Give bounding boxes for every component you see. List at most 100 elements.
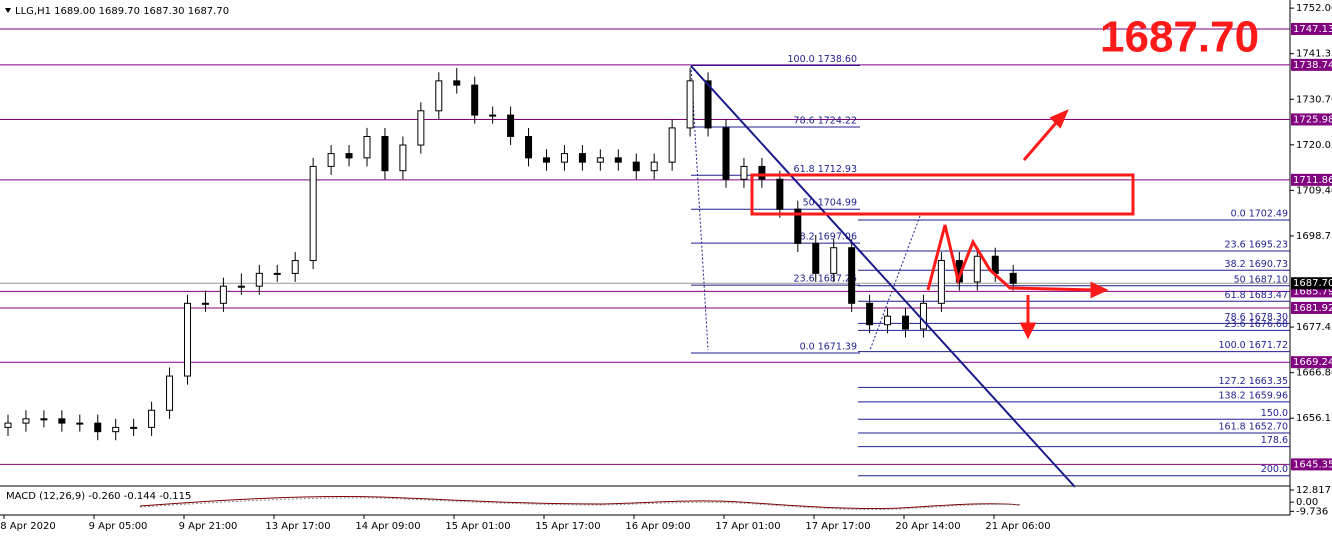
candle-body <box>632 161 640 172</box>
level-label: 1681.92 <box>1293 303 1332 314</box>
macd-tick-label: 12.817 <box>1296 485 1331 496</box>
fib-label: 178.6 <box>1261 435 1288 446</box>
candle-body <box>830 247 838 274</box>
candle-body <box>848 247 856 304</box>
candle-body <box>40 418 48 421</box>
fib-label: 0.0 1671.39 <box>800 341 857 352</box>
annotation-box <box>750 173 1135 216</box>
arrow-head <box>1090 281 1109 299</box>
macd-signal <box>139 497 1021 511</box>
candle-body <box>489 114 497 117</box>
candles <box>4 68 1017 441</box>
y-tick-label: 1677.45 <box>1296 322 1332 333</box>
fib-label: 38.2 1697.06 <box>794 232 857 243</box>
fibonacci: 100.0 1738.60 78.6 1724.22 61.8 1712.93 50 … <box>690 54 1290 477</box>
candle-body <box>381 135 389 172</box>
candle-body <box>668 127 676 163</box>
candle-body <box>543 157 550 163</box>
candle-body <box>184 302 191 377</box>
macd-tick-label: 0.00 <box>1296 497 1318 508</box>
candle-body <box>130 426 138 429</box>
x-tick-label: 9 Apr 21:00 <box>179 521 238 532</box>
zigzag <box>926 224 1096 292</box>
x-tick-label: 14 Apr 09:00 <box>355 521 420 532</box>
current-price-box <box>1291 277 1332 290</box>
macd-label: MACD (12,26,9) -0.260 -0.144 -0.115 <box>6 491 191 502</box>
macd-tick-label: -9.736 <box>1296 506 1328 517</box>
fib-label: 161.8 1652.70 <box>1218 421 1288 432</box>
x-tick-label: 17 Apr 01:00 <box>715 521 780 532</box>
arrow-head <box>1019 322 1037 340</box>
candle-body <box>345 153 353 159</box>
x-tick-label: 15 Apr 17:00 <box>535 521 600 532</box>
candle-body <box>794 208 802 244</box>
candle-body <box>22 418 30 424</box>
x-tick-label: 20 Apr 14:00 <box>895 521 960 532</box>
x-tick-label: 9 Apr 05:00 <box>89 521 148 532</box>
level-box <box>1291 22 1332 35</box>
candle-body <box>148 409 156 428</box>
candle-body <box>919 302 927 330</box>
candle-body <box>417 110 425 146</box>
x-tick-label: 8 Apr 2020 <box>0 521 55 532</box>
fib-label: 61.8 1712.93 <box>794 164 857 175</box>
x-tick-label: 16 Apr 09:00 <box>625 521 690 532</box>
y-tick-label: 1656.15 <box>1296 413 1332 424</box>
y-tick-label: 1698.75 <box>1296 231 1332 242</box>
candle-body <box>991 255 999 274</box>
x-tick-label: 13 Apr 17:00 <box>265 521 330 532</box>
fib-label: 50 1687.10 <box>1234 274 1288 285</box>
macd-line <box>139 496 1021 510</box>
fib-label: 127.2 1663.35 <box>1218 376 1288 387</box>
y-tick-label: 1709.40 <box>1296 185 1332 196</box>
current-price-label: 1687.70 <box>1293 278 1332 289</box>
fib-label: 23.6 1687.25 <box>794 274 857 285</box>
candle-body <box>219 285 227 304</box>
fib-label: 38.2 1690.73 <box>1225 259 1288 270</box>
candle-body <box>973 255 981 283</box>
big-price: 1687.70 <box>1100 13 1259 62</box>
level-box <box>1291 458 1332 471</box>
level-box <box>1291 301 1332 314</box>
fib-label: 200.0 <box>1261 464 1288 475</box>
candle-body <box>112 426 120 433</box>
levels: 1747.13 1738.74 1725.98 1711.86 1685.79 1681.… <box>0 22 1332 471</box>
fib-label: 138.2 1659.96 <box>1218 390 1288 401</box>
candle-body <box>327 153 335 167</box>
x-tick-label: 15 Apr 01:00 <box>445 521 510 532</box>
fib-label: 78.6 1678.30 <box>1225 312 1288 323</box>
candle-body <box>902 315 909 330</box>
candle-body <box>758 165 766 180</box>
y-tick-label: 1741.35 <box>1296 49 1332 60</box>
candle-body <box>507 114 515 137</box>
candle-body <box>884 315 892 326</box>
level-box <box>1291 356 1332 369</box>
annotation-arrows <box>926 109 1109 340</box>
candle-body <box>453 80 461 86</box>
level-box <box>1291 173 1332 186</box>
y-tick-label: 1720.05 <box>1296 140 1332 151</box>
candle-body <box>166 375 174 411</box>
candle-body <box>525 135 533 159</box>
level-label: 1738.74 <box>1293 60 1332 71</box>
arrow-head <box>1049 109 1069 129</box>
candle-body <box>812 242 820 274</box>
x-tick-label: 21 Apr 06:00 <box>985 521 1050 532</box>
candle-body <box>596 157 604 163</box>
chart-title: LLG,H1 1689.00 1689.70 1687.30 1687.70 <box>15 6 229 17</box>
fib-label: 23.6 1676.68 <box>1225 319 1288 330</box>
candle-body <box>309 165 317 262</box>
candle-body <box>704 80 712 129</box>
candle-body <box>686 80 694 129</box>
candle-body <box>255 272 263 287</box>
candle-body <box>76 422 84 425</box>
level-label: 1725.98 <box>1293 114 1332 125</box>
candle-body <box>578 153 586 163</box>
candle-body <box>937 260 945 304</box>
candle-body <box>560 153 568 163</box>
fib-label: 100.0 1671.72 <box>1218 340 1288 351</box>
candle-body <box>471 84 479 116</box>
candle-body <box>94 422 102 433</box>
fib-label: 0.0 1702.49 <box>1231 208 1288 219</box>
